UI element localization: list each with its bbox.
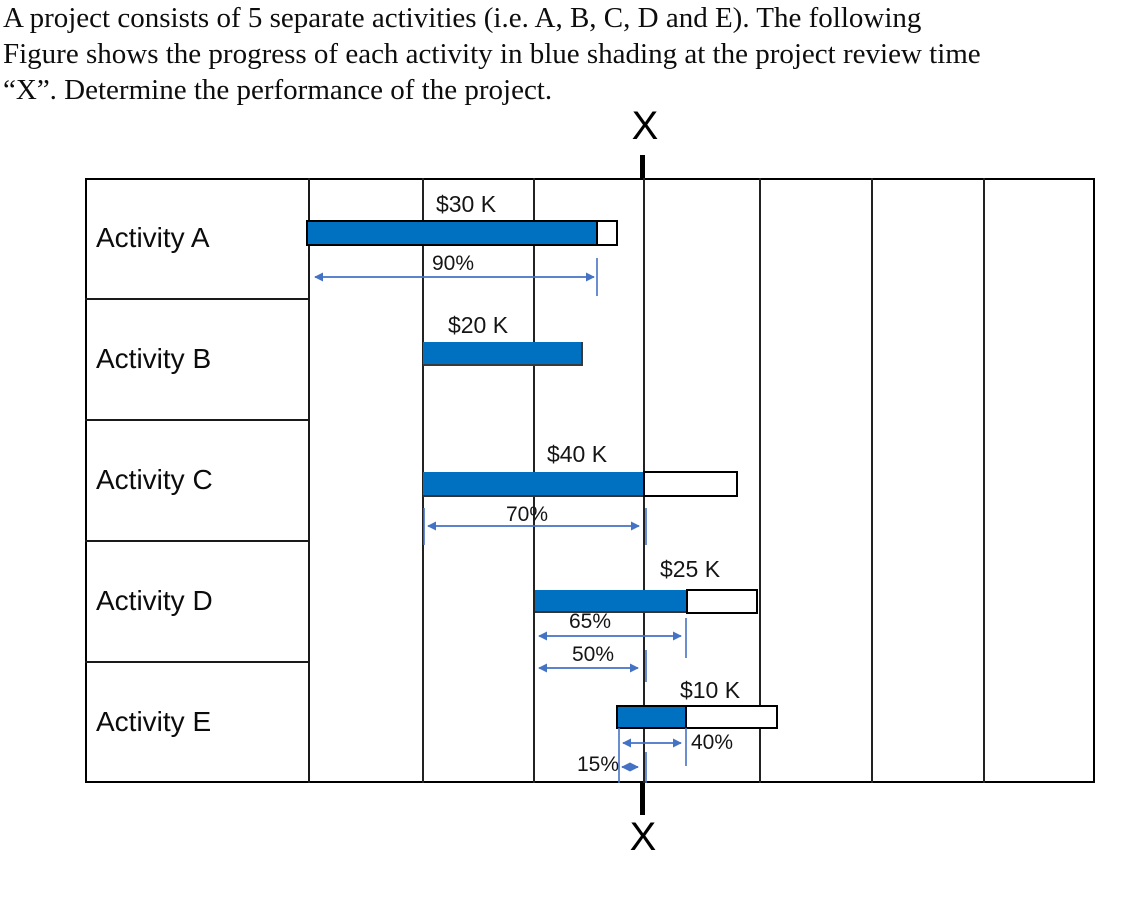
gridline [871, 178, 873, 783]
percent-label-a: 90% [431, 252, 475, 275]
gridline [983, 178, 985, 783]
row-separator [85, 661, 310, 663]
review-time-label-bottom: X [629, 815, 657, 859]
budget-label-b: $20 K [447, 312, 509, 338]
bar-activity-e-complete [618, 707, 687, 727]
label-column-separator [308, 178, 310, 783]
review-time-label-top: X [631, 104, 659, 148]
bar-activity-d-remaining [686, 589, 758, 614]
activity-d-label: Activity D [96, 585, 213, 616]
activity-e-label: Activity E [96, 706, 212, 737]
budget-label-e: $10 K [679, 677, 741, 703]
gridline [759, 178, 761, 783]
row-separator [85, 419, 310, 421]
gridline [422, 178, 424, 783]
row-separator [85, 540, 310, 542]
bar-activity-b-complete [423, 342, 583, 366]
budget-label-c: $40 K [546, 441, 608, 467]
activity-c-label: Activity C [96, 464, 213, 495]
row-separator [85, 298, 310, 300]
bar-activity-c-remaining [643, 471, 738, 497]
question-line-1: A project consists of 5 separate activit… [3, 2, 922, 34]
question-line-2: Figure shows the progress of each activi… [3, 38, 981, 70]
percent-label-e1: 40% [690, 731, 734, 754]
bar-activity-e [616, 705, 778, 729]
activity-a-label: Activity A [96, 222, 210, 253]
bar-activity-c-complete [423, 472, 643, 497]
percent-label-c: 70% [505, 503, 549, 526]
percent-label-d1: 65% [568, 610, 612, 633]
bar-activity-d-complete [535, 590, 686, 613]
budget-label-a: $30 K [435, 191, 497, 217]
percent-label-d2: 50% [571, 643, 615, 666]
budget-label-d: $25 K [659, 556, 721, 582]
question-text: A project consists of 5 separate activit… [3, 0, 1143, 108]
activity-b-label: Activity B [96, 343, 212, 374]
question-line-3: “X”. Determine the performance of the pr… [3, 74, 553, 106]
percent-label-e2: 15% [576, 753, 620, 776]
bar-activity-a [306, 220, 618, 246]
bar-activity-a-complete [308, 222, 598, 244]
